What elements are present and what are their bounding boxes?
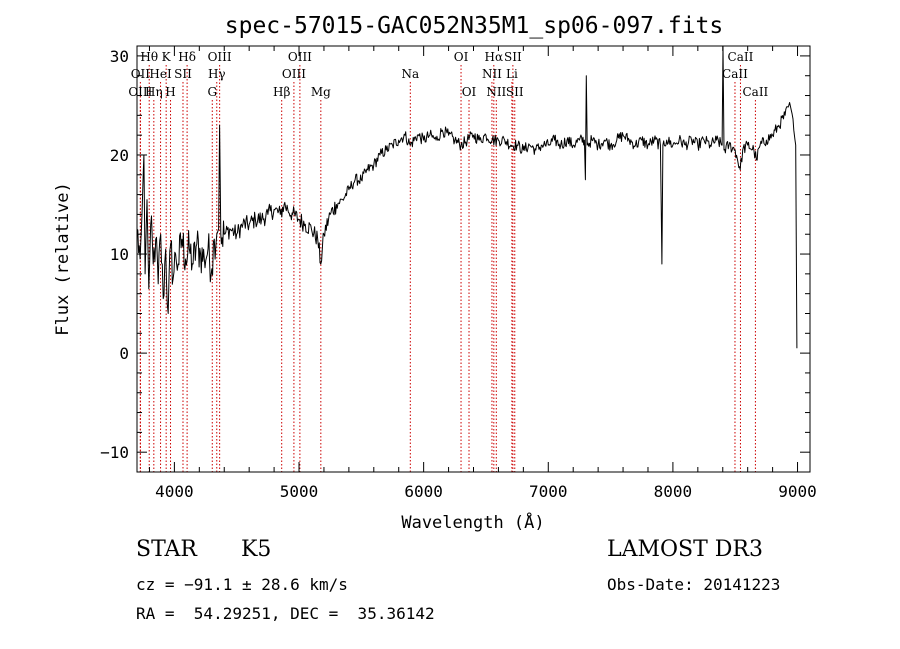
line-label-1: OII bbox=[131, 67, 151, 81]
survey-name: LAMOST DR3 bbox=[607, 537, 763, 562]
line-label-17: OI bbox=[454, 50, 469, 64]
spectrum-chart: spec-57015-GAC052N35M1_sp06-097.fits Hθ O… bbox=[53, 13, 817, 533]
line-label-20: NII bbox=[482, 67, 502, 81]
y-tick-label: 20 bbox=[110, 146, 129, 165]
line-label-2: OIII bbox=[128, 85, 152, 99]
line-label-10: Hγ bbox=[208, 67, 226, 81]
line-label-24: SII bbox=[506, 85, 524, 99]
line-label-19: Hα bbox=[485, 50, 504, 64]
line-label-4: HeI bbox=[149, 67, 172, 81]
spectral-subclass: K5 bbox=[241, 537, 272, 562]
x-axis-label: Wavelength (Å) bbox=[401, 511, 544, 533]
y-tick-label: 30 bbox=[110, 47, 129, 66]
line-label-26: CaII bbox=[722, 67, 748, 81]
line-label-7: Hδ bbox=[178, 50, 196, 64]
y-tick-label: 10 bbox=[110, 245, 129, 264]
y-tick-label: −10 bbox=[100, 443, 129, 462]
y-axis-label: Flux (relative) bbox=[53, 182, 73, 336]
x-tick-label: 5000 bbox=[280, 482, 319, 501]
observation-date: Obs-Date: 20141223 bbox=[607, 575, 781, 594]
line-label-5: Hη bbox=[145, 85, 163, 99]
line-label-22: SII bbox=[504, 50, 522, 64]
coordinates: RA = 54.29251, DEC = 35.36142 bbox=[136, 604, 435, 623]
line-label-23: Li bbox=[506, 67, 518, 81]
line-label-25: CaII bbox=[728, 50, 754, 64]
line-label-11: G bbox=[207, 85, 217, 99]
line-label-13: OIII bbox=[282, 67, 306, 81]
x-tick-label: 7000 bbox=[529, 482, 568, 501]
plot-frame bbox=[136, 45, 811, 473]
line-label-9: OIII bbox=[208, 50, 232, 64]
x-axis: 4000 5000 6000 7000 8000 9000 bbox=[148, 46, 817, 501]
emission-line-markers: Hθ OII OIII K HeI Hη H Hδ SII OIII Hγ G Hβ OIII OIII Mg… bbox=[128, 50, 769, 472]
line-label-16: Na bbox=[401, 67, 419, 81]
y-tick-label: 0 bbox=[119, 344, 129, 363]
x-tick-label: 8000 bbox=[654, 482, 693, 501]
line-label-8: SII bbox=[174, 67, 192, 81]
x-tick-label: 9000 bbox=[778, 482, 817, 501]
redshift-value: cz = −91.1 ± 28.6 km/s bbox=[136, 575, 348, 594]
line-label-6: H bbox=[165, 85, 175, 99]
chart-title: spec-57015-GAC052N35M1_sp06-097.fits bbox=[225, 13, 724, 39]
y-axis: −10 0 10 20 30 bbox=[100, 47, 810, 462]
object-class: STAR bbox=[136, 537, 197, 562]
line-label-3: K bbox=[162, 50, 172, 64]
x-tick-label: 4000 bbox=[155, 482, 194, 501]
line-label-12: Hβ bbox=[273, 85, 290, 99]
line-label-0: Hθ bbox=[140, 50, 158, 64]
line-label-21: NII bbox=[486, 85, 506, 99]
x-tick-label: 6000 bbox=[404, 482, 443, 501]
line-label-15: Mg bbox=[311, 85, 331, 99]
line-label-18: OI bbox=[462, 85, 477, 99]
spectrum-series bbox=[136, 45, 798, 349]
line-label-14: OIII bbox=[288, 50, 312, 64]
line-label-27: CaII bbox=[742, 85, 768, 99]
